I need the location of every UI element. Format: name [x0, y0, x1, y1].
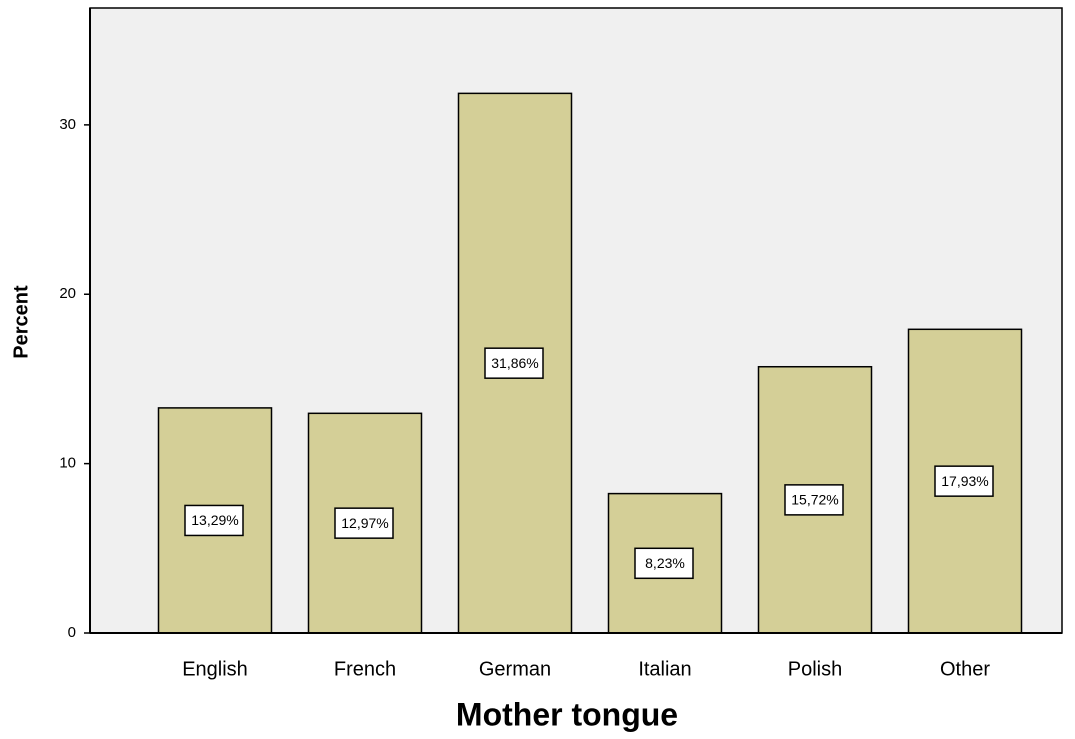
x-tick-label: French [334, 658, 396, 680]
x-tick-label: Other [940, 658, 990, 680]
x-tick-label: German [479, 658, 551, 680]
value-label: 31,86% [491, 355, 538, 371]
value-label: 15,72% [791, 492, 838, 508]
x-axis-title: Mother tongue [456, 696, 678, 732]
y-tick-label: 20 [59, 285, 76, 302]
value-label-box [784, 484, 844, 516]
x-tick-label: Italian [638, 658, 691, 680]
value-label: 8,23% [645, 555, 685, 571]
y-tick-label: 30 [59, 116, 76, 133]
y-axis-title: Percent [10, 285, 32, 359]
value-label-box [334, 507, 394, 539]
value-label: 12,97% [341, 515, 388, 531]
value-label: 13,29% [191, 512, 238, 528]
x-tick-label: English [182, 658, 248, 680]
value-label-box [484, 347, 544, 379]
y-tick-label: 0 [68, 624, 76, 641]
y-tick-label: 10 [59, 455, 76, 472]
x-tick-label: Polish [788, 658, 842, 680]
value-label-box [184, 504, 244, 537]
value-label-box [634, 547, 694, 580]
value-label: 17,93% [941, 473, 988, 489]
value-label-box [934, 465, 994, 497]
